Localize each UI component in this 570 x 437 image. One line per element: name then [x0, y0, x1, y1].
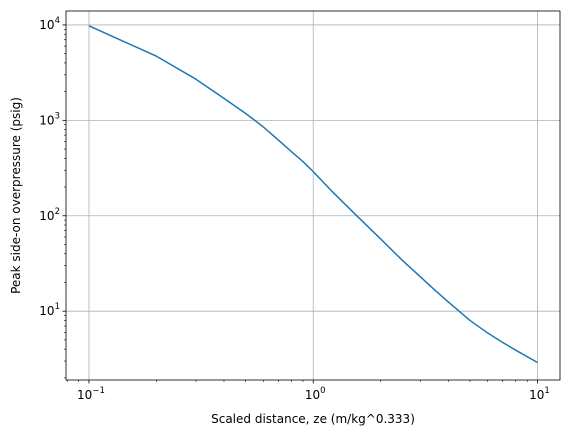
y-axis-label: Peak side-on overpressure (psig)	[9, 97, 23, 294]
y-tick-label: 102	[39, 207, 60, 223]
axis-ticks: 10−1 100 101 101 102 103 104	[39, 16, 550, 402]
x-tick-label: 10−1	[77, 386, 105, 402]
grid	[66, 11, 560, 380]
x-axis-label: Scaled distance, ze (m/kg^0.333)	[211, 412, 415, 426]
series-line	[88, 25, 538, 364]
y-tick-label: 104	[39, 16, 60, 32]
y-tick-label: 101	[39, 302, 60, 318]
y-tick-label: 103	[39, 111, 60, 127]
x-tick-label: 101	[529, 386, 550, 402]
series-layer	[88, 25, 538, 364]
x-tick-label: 100	[305, 386, 326, 402]
